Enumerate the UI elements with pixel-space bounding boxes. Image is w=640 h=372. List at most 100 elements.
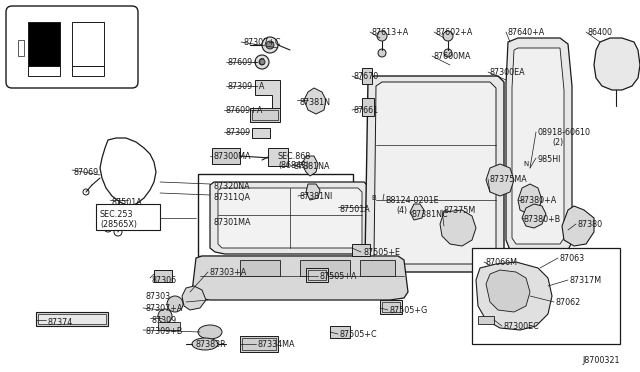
Circle shape <box>509 243 519 253</box>
Bar <box>198 174 353 256</box>
Bar <box>382 302 400 312</box>
Bar <box>362 68 372 84</box>
Text: 87505+G: 87505+G <box>390 306 428 315</box>
Text: 87640+A: 87640+A <box>508 28 545 37</box>
Text: 87307+C: 87307+C <box>243 38 280 47</box>
Bar <box>360 260 395 276</box>
Polygon shape <box>365 76 504 272</box>
Bar <box>212 148 240 164</box>
Bar <box>18 40 24 56</box>
Circle shape <box>378 49 386 57</box>
Text: 87602+A: 87602+A <box>436 28 474 37</box>
Circle shape <box>255 55 269 69</box>
Circle shape <box>483 259 493 269</box>
Bar <box>478 316 494 324</box>
Bar <box>38 314 106 324</box>
Text: 87613+A: 87613+A <box>372 28 409 37</box>
Polygon shape <box>304 88 326 114</box>
Bar <box>154 270 172 282</box>
Polygon shape <box>440 210 476 246</box>
Circle shape <box>83 189 89 195</box>
Text: 86400: 86400 <box>587 28 612 37</box>
Bar <box>268 148 288 166</box>
Bar <box>308 270 326 280</box>
Text: 87066M: 87066M <box>486 258 518 267</box>
Circle shape <box>262 37 278 53</box>
Text: 87300EA: 87300EA <box>490 68 525 77</box>
Bar <box>352 244 370 256</box>
Bar <box>250 108 280 122</box>
Polygon shape <box>374 82 496 264</box>
Text: B: B <box>372 195 376 201</box>
Polygon shape <box>562 206 594 246</box>
Text: 87069: 87069 <box>74 168 99 177</box>
Text: 87303: 87303 <box>145 292 170 301</box>
Text: 87380+A: 87380+A <box>520 196 557 205</box>
Text: 87300EC: 87300EC <box>504 322 540 331</box>
Text: 87381NI: 87381NI <box>300 192 333 201</box>
Bar <box>330 326 350 338</box>
Circle shape <box>424 108 448 132</box>
Ellipse shape <box>198 325 222 339</box>
Text: 08918-60610: 08918-60610 <box>538 128 591 137</box>
Text: 87375M: 87375M <box>444 206 476 215</box>
Text: 87317M: 87317M <box>570 276 602 285</box>
Polygon shape <box>255 80 280 115</box>
Circle shape <box>266 41 274 49</box>
Polygon shape <box>306 184 320 200</box>
Text: 87301MA: 87301MA <box>214 218 252 227</box>
Circle shape <box>444 49 452 57</box>
Text: (28565X): (28565X) <box>100 220 137 229</box>
Polygon shape <box>302 156 318 176</box>
Circle shape <box>521 161 535 175</box>
FancyBboxPatch shape <box>6 6 138 88</box>
Circle shape <box>526 116 554 144</box>
Bar <box>158 322 180 330</box>
Polygon shape <box>594 38 640 90</box>
Text: 87309: 87309 <box>152 316 177 325</box>
Text: 87334MA: 87334MA <box>258 340 296 349</box>
Polygon shape <box>410 204 424 220</box>
Text: 87374: 87374 <box>48 318 73 327</box>
Text: (4): (4) <box>396 206 407 215</box>
Text: 87320NA: 87320NA <box>214 182 251 191</box>
Polygon shape <box>192 256 408 300</box>
Text: 87303+A: 87303+A <box>210 268 247 277</box>
Bar <box>252 128 270 138</box>
Polygon shape <box>476 262 552 330</box>
Text: 87309+B: 87309+B <box>145 327 182 336</box>
Circle shape <box>426 170 446 190</box>
Text: (2): (2) <box>552 138 563 147</box>
Circle shape <box>104 224 112 232</box>
Text: 87380: 87380 <box>578 220 603 229</box>
Text: (86843): (86843) <box>278 161 309 170</box>
Polygon shape <box>182 286 206 310</box>
Text: 87383R: 87383R <box>196 340 227 349</box>
Polygon shape <box>218 188 362 248</box>
Bar <box>240 260 280 276</box>
Text: 87609+A: 87609+A <box>226 106 264 115</box>
Text: 87309+A: 87309+A <box>228 82 266 91</box>
Circle shape <box>376 194 392 210</box>
Text: 87307+A: 87307+A <box>145 304 182 313</box>
Polygon shape <box>506 38 572 254</box>
Bar <box>240 336 278 352</box>
Text: 87609+C: 87609+C <box>228 58 266 67</box>
Bar <box>300 260 350 276</box>
Text: B8124-0201E: B8124-0201E <box>385 196 438 205</box>
Bar <box>72 66 104 76</box>
Text: 87505+C: 87505+C <box>340 330 378 339</box>
Text: 87309: 87309 <box>226 128 252 137</box>
Text: 87381N: 87381N <box>299 98 330 107</box>
Polygon shape <box>486 270 530 312</box>
Ellipse shape <box>192 338 218 350</box>
Bar <box>28 66 60 76</box>
Text: 87505+A: 87505+A <box>320 272 358 281</box>
Circle shape <box>530 190 550 210</box>
Polygon shape <box>522 204 546 228</box>
Text: 87300MA: 87300MA <box>214 152 252 161</box>
Text: 87381NC: 87381NC <box>412 210 449 219</box>
Text: 87661: 87661 <box>354 106 379 115</box>
Text: SEC.253: SEC.253 <box>100 210 134 219</box>
Circle shape <box>557 243 567 253</box>
